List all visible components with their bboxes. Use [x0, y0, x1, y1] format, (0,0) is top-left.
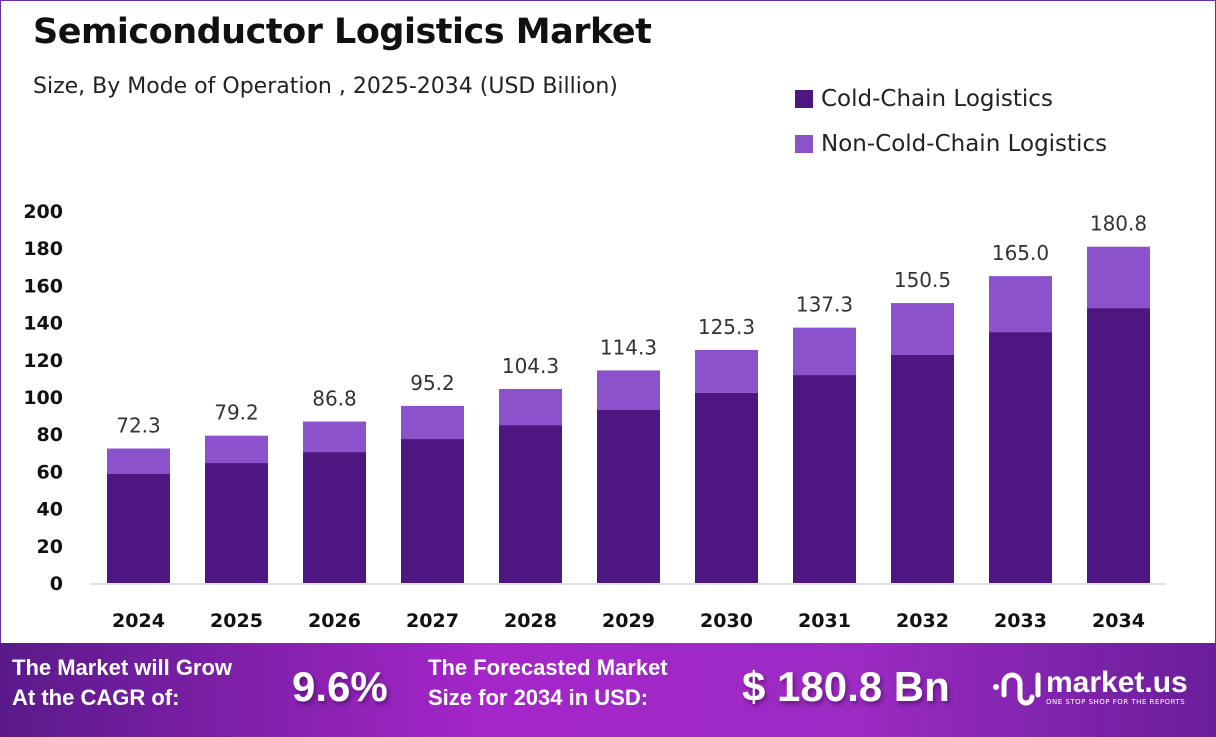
x-tick-label: 2031: [798, 610, 851, 632]
legend-item-cold-chain: Cold-Chain Logistics: [795, 76, 1107, 121]
x-tick-label: 2033: [994, 610, 1047, 632]
x-tick-label: 2024: [112, 610, 165, 632]
cagr-label-line2: At the CAGR of:: [12, 685, 180, 710]
market-us-logo: market.us ONE STOP SHOP FOR THE REPORTS: [990, 665, 1188, 709]
bar-segment-cold-chain: [107, 474, 170, 583]
legend-swatch: [795, 134, 813, 153]
logo-tagline: ONE STOP SHOP FOR THE REPORTS: [1046, 698, 1186, 706]
bar-segment-cold-chain: [891, 354, 954, 583]
x-tick-label: 2027: [406, 610, 459, 632]
cagr-label-line1: The Market will Grow: [12, 655, 233, 680]
bar-segment-non-cold-chain: [499, 389, 562, 426]
x-tick-label: 2030: [700, 610, 753, 632]
bar-segment-cold-chain: [989, 332, 1052, 583]
bar-segment-cold-chain: [205, 463, 268, 583]
cagr-value: 9.6%: [292, 663, 388, 710]
y-tick-label: 140: [23, 313, 63, 335]
legend-item-non-cold-chain: Non-Cold-Chain Logistics: [795, 121, 1107, 166]
legend: Cold-Chain Logistics Non-Cold-Chain Logi…: [795, 76, 1107, 166]
bar-segment-non-cold-chain: [303, 421, 366, 453]
y-tick-label: 20: [37, 536, 63, 558]
bar-segment-non-cold-chain: [1087, 246, 1150, 309]
data-label-total: 95.2: [410, 371, 455, 395]
bar-segment-cold-chain: [499, 425, 562, 583]
logo-name: market.us: [1046, 666, 1188, 699]
y-tick-label: 80: [37, 424, 63, 446]
legend-swatch: [795, 89, 813, 108]
summary-banner: The Market will Grow At the CAGR of: 9.6…: [0, 643, 1216, 737]
data-label-total: 165.0: [992, 241, 1049, 265]
bar-segment-cold-chain: [695, 392, 758, 583]
x-tick-label: 2026: [308, 610, 361, 632]
data-label-total: 150.5: [894, 268, 951, 292]
bar-segment-cold-chain: [1087, 308, 1150, 583]
x-tick-label: 2028: [504, 610, 557, 632]
bar-segment-non-cold-chain: [989, 276, 1052, 333]
x-tick-label: 2025: [210, 610, 263, 632]
forecast-label-line2: Size for 2034 in USD:: [428, 685, 649, 710]
forecast-label: The Forecasted Market Size for 2034 in U…: [428, 653, 668, 713]
bar-segment-non-cold-chain: [205, 435, 268, 464]
y-tick-label: 120: [23, 350, 63, 372]
cagr-label: The Market will Grow At the CAGR of:: [12, 653, 232, 713]
bar-segment-non-cold-chain: [401, 405, 464, 440]
bar-segment-non-cold-chain: [597, 370, 660, 411]
data-label-total: 104.3: [502, 354, 559, 378]
bar-segment-cold-chain: [303, 452, 366, 583]
x-tick-label: 2034: [1092, 610, 1145, 632]
data-label-total: 137.3: [796, 293, 853, 317]
chart-title: Semiconductor Logistics Market: [33, 12, 652, 52]
y-tick-label: 100: [23, 387, 63, 409]
data-label-total: 86.8: [312, 387, 357, 411]
bar-segment-non-cold-chain: [793, 327, 856, 376]
y-tick-label: 0: [50, 573, 63, 595]
y-tick-label: 60: [37, 461, 63, 483]
data-label-total: 125.3: [698, 315, 755, 339]
data-label-total: 180.8: [1090, 212, 1147, 236]
y-tick-label: 180: [23, 238, 63, 260]
legend-label: Cold-Chain Logistics: [821, 85, 1053, 112]
forecast-value: $ 180.8 Bn: [742, 663, 950, 710]
bar-chart: 0 20 40 60 80 100 120 140 160 180 200 72.3 2024 79.2 2…: [23, 201, 1166, 632]
x-tick-label: 2029: [602, 610, 655, 632]
legend-label: Non-Cold-Chain Logistics: [821, 130, 1108, 157]
x-tick-label: 2032: [896, 610, 949, 632]
y-tick-label: 200: [23, 201, 63, 223]
data-label-total: 72.3: [116, 414, 161, 438]
bar-segment-non-cold-chain: [695, 349, 758, 393]
y-tick-label: 160: [23, 275, 63, 297]
bar-segment-cold-chain: [597, 410, 660, 583]
bar-segment-cold-chain: [401, 439, 464, 583]
logo-icon: [993, 672, 1041, 706]
bar-segment-cold-chain: [793, 375, 856, 583]
data-label-total: 114.3: [600, 335, 657, 359]
bar-segment-non-cold-chain: [107, 448, 170, 475]
chart-subtitle: Size, By Mode of Operation , 2025-2034 (…: [33, 74, 618, 99]
bar-segment-non-cold-chain: [891, 303, 954, 355]
y-tick-label: 40: [37, 499, 63, 521]
data-label-total: 79.2: [214, 401, 259, 425]
forecast-label-line1: The Forecasted Market: [428, 655, 668, 680]
